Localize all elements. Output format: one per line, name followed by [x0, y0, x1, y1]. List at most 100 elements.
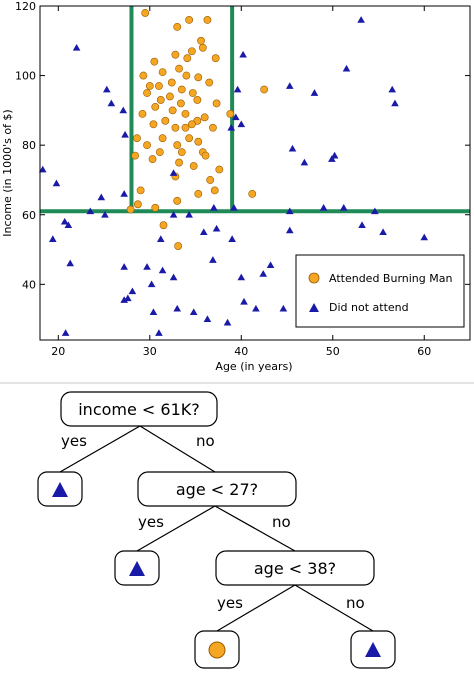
legend: Attended Burning Man Did not attend: [295, 254, 465, 328]
point-attended: [182, 71, 191, 80]
point-attended: [175, 64, 183, 73]
point-attended: [176, 99, 185, 108]
point-not-attended: [357, 16, 365, 23]
point-not-attended: [121, 130, 129, 138]
point-attended: [212, 99, 221, 108]
point-not-attended: [288, 144, 297, 152]
point-attended: [248, 189, 257, 198]
point-attended: [158, 68, 167, 77]
point-attended: [206, 176, 215, 184]
node-3-question: age < 38?: [254, 559, 336, 578]
edge-label-node2-no: no: [272, 513, 291, 531]
x-axis-label: Age (in years): [215, 360, 292, 373]
point-attended: [181, 109, 190, 118]
point-attended: [211, 54, 220, 63]
point-attended: [194, 73, 203, 82]
point-not-attended: [49, 235, 57, 242]
point-not-attended: [210, 203, 218, 211]
point-attended: [171, 123, 180, 132]
legend-not-attended-label: Did not attend: [329, 301, 409, 314]
point-not-attended: [420, 233, 429, 241]
point-not-attended: [72, 43, 81, 51]
legend-attended-label: Attended Burning Man: [329, 272, 452, 285]
point-attended: [194, 189, 203, 198]
point-not-attended: [199, 228, 208, 235]
leaf-root-yes-triangle-icon: [52, 482, 68, 497]
point-attended: [155, 82, 163, 90]
point-not-attended: [285, 226, 294, 234]
edge-node2-yes: [136, 505, 216, 552]
node-2-question: age < 27?: [176, 480, 258, 499]
point-not-attended: [128, 287, 137, 295]
point-not-attended: [231, 113, 240, 121]
y-tick-label: 80: [22, 139, 36, 152]
point-not-attended: [119, 106, 128, 114]
point-not-attended: [66, 259, 74, 267]
point-not-attended: [169, 273, 178, 281]
y-tick-label: 40: [22, 278, 36, 291]
point-not-attended: [223, 318, 232, 326]
point-not-attended: [155, 329, 163, 336]
point-attended: [171, 50, 180, 59]
leaf-node3-yes-circle-icon: [208, 641, 226, 659]
point-attended: [177, 85, 186, 94]
point-not-attended: [237, 120, 246, 128]
point-not-attended: [230, 203, 238, 211]
edge-root-no: [139, 425, 216, 473]
point-not-attended: [209, 256, 217, 263]
point-attended: [203, 16, 212, 24]
point-attended: [148, 155, 157, 163]
point-not-attended: [158, 266, 167, 274]
x-tick-label: 30: [143, 345, 157, 358]
point-not-attended: [279, 304, 288, 312]
point-attended: [173, 141, 182, 150]
point-attended: [209, 123, 217, 132]
point-not-attended: [38, 165, 47, 173]
y-tick-label: 120: [15, 0, 36, 13]
point-attended: [133, 134, 141, 143]
point-not-attended: [391, 99, 399, 107]
point-attended: [215, 165, 224, 174]
point-attended: [193, 116, 202, 125]
x-tick-label: 40: [234, 345, 248, 358]
point-attended: [183, 54, 192, 63]
point-not-attended: [156, 235, 165, 242]
y-tick-label: 100: [15, 70, 36, 83]
edge-label-root-no: no: [196, 432, 215, 450]
x-tick-label: 60: [417, 345, 431, 358]
point-attended: [139, 71, 148, 80]
point-attended: [193, 96, 202, 104]
legend-box: [295, 254, 465, 328]
point-not-attended: [358, 221, 366, 229]
point-attended: [131, 151, 140, 160]
split-lines: [40, 6, 470, 214]
point-attended: [150, 57, 159, 66]
point-attended: [143, 89, 151, 97]
point-not-attended: [285, 82, 294, 89]
point-attended: [210, 186, 219, 195]
point-attended: [198, 43, 207, 52]
point-attended: [185, 16, 194, 24]
y-axis-ticks: 40 60 80 100 120: [15, 0, 470, 291]
point-not-attended: [319, 203, 328, 211]
point-attended: [173, 22, 182, 31]
point-not-attended: [388, 85, 397, 93]
point-not-attended: [107, 99, 116, 107]
point-not-attended: [147, 280, 156, 288]
leaf-node2-yes-triangle-icon: [129, 561, 145, 576]
point-not-attended: [239, 50, 247, 58]
edge-root-yes: [59, 425, 141, 473]
point-attended: [181, 123, 190, 132]
point-not-attended: [379, 228, 387, 235]
point-not-attended: [120, 263, 128, 270]
point-attended: [151, 203, 160, 212]
node-2: [137, 471, 297, 507]
point-attended: [201, 151, 210, 160]
point-not-attended: [189, 308, 198, 316]
point-attended: [145, 82, 154, 90]
edge-label-node3-yes: yes: [217, 594, 243, 612]
point-not-attended: [120, 296, 128, 303]
point-not-attended: [300, 158, 309, 166]
node-3: [215, 550, 375, 586]
